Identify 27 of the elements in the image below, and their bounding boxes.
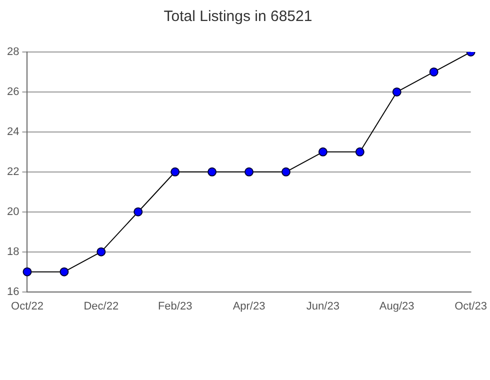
y-tick-label: 20 — [6, 206, 20, 218]
x-tick-label: Feb/23 — [158, 300, 192, 312]
point — [170, 167, 180, 176]
y-tick-label: 16 — [6, 286, 20, 298]
point — [355, 147, 364, 156]
y-tick-label: 18 — [6, 246, 20, 258]
point — [134, 207, 143, 216]
point — [281, 167, 290, 176]
x-tick-label: Apr/23 — [232, 300, 266, 312]
y-tick-label: 26 — [6, 86, 20, 98]
x-tick-label: Aug/23 — [379, 300, 414, 312]
x-tick-label: Dec/22 — [84, 300, 119, 312]
x-tick-label: Oct/23 — [454, 300, 487, 312]
y-tick-label: 28 — [6, 46, 20, 58]
y-tick-label: 24 — [6, 126, 20, 138]
x-tick-label: Oct/22 — [11, 300, 44, 312]
point — [208, 167, 217, 176]
point — [22, 267, 32, 276]
point — [60, 267, 69, 276]
point — [392, 87, 402, 96]
y-tick-label: 22 — [6, 166, 20, 178]
point — [318, 147, 328, 156]
x-tick-label: Jun/23 — [306, 300, 340, 312]
point — [96, 247, 106, 256]
chart-title: Total Listings in 68521 — [164, 8, 312, 26]
point — [429, 67, 438, 76]
point — [244, 167, 254, 176]
